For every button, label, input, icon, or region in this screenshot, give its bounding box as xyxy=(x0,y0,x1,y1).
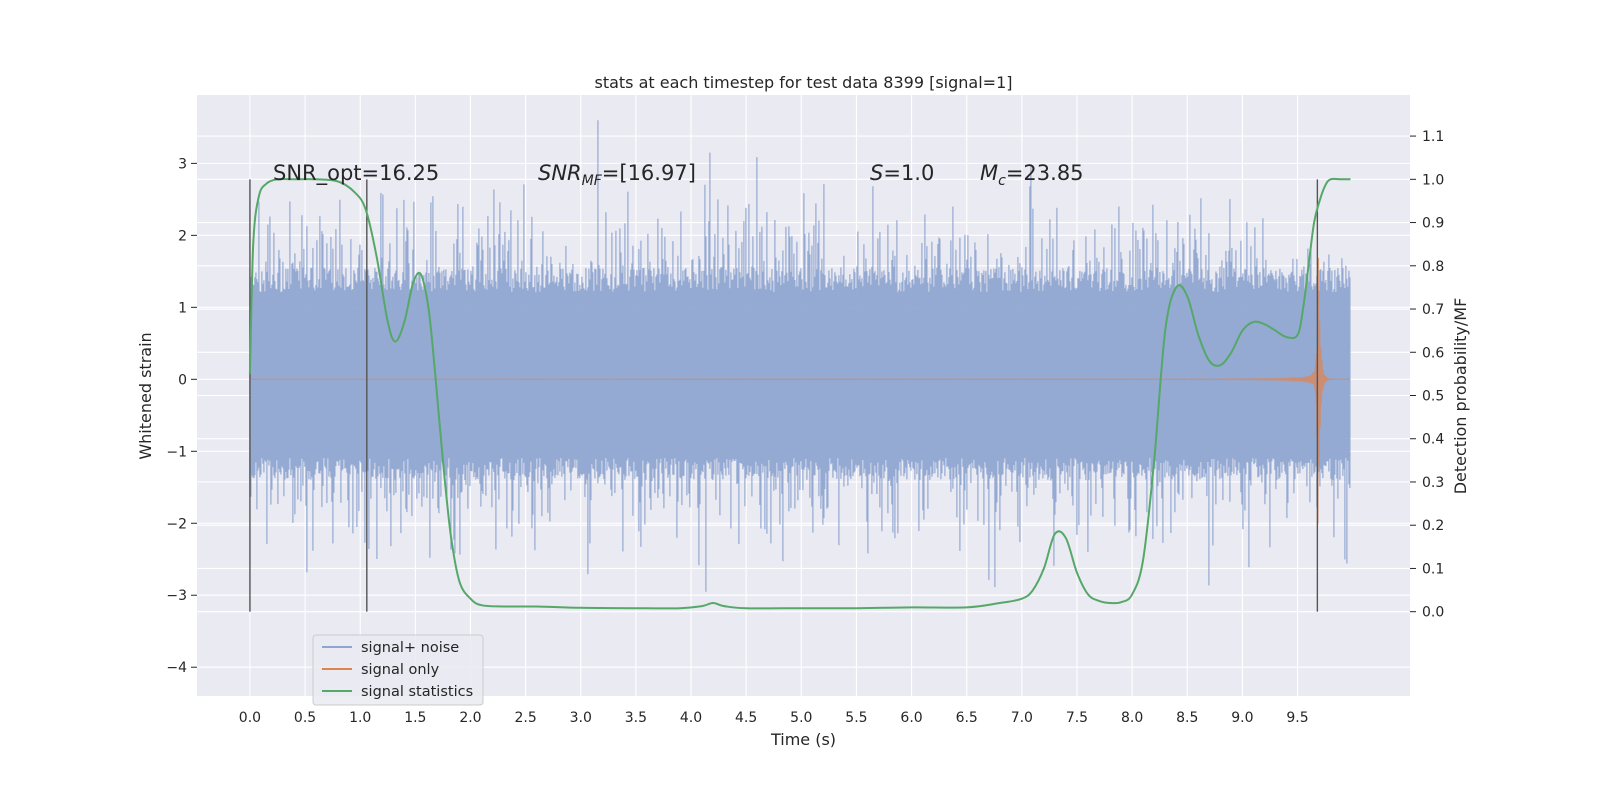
x-axis-ticks: 0.0 0.5 1.0 1.5 2.0 2.5 3.0 3.5 4.0 4.5 5.0 5.5 6.0 6… xyxy=(239,710,1309,726)
x-tick-label: 5.0 xyxy=(790,710,812,726)
x-tick-label: 1.0 xyxy=(349,710,371,726)
s-annotation: S=1.0 xyxy=(870,161,934,185)
x-tick-label: 4.0 xyxy=(680,710,702,726)
right-y-tick-label: 0.5 xyxy=(1422,389,1444,405)
s-value: =1.0 xyxy=(883,161,934,185)
x-tick-label: 1.5 xyxy=(404,710,426,726)
snr-mf-symbol: SNR xyxy=(538,161,582,185)
x-tick-label: 5.5 xyxy=(845,710,867,726)
left-axis-label: Whitened strain xyxy=(136,332,155,459)
right-y-tick-label: 0.7 xyxy=(1422,302,1444,318)
signal-only-series xyxy=(249,257,1351,524)
snr-mf-subscript: MF xyxy=(582,173,603,189)
right-y-tick-label: 1.1 xyxy=(1422,129,1444,145)
legend-label-signal-statistics: signal statistics xyxy=(361,684,473,700)
left-y-tick-label: −1 xyxy=(166,444,187,460)
x-tick-label: 9.0 xyxy=(1231,710,1253,726)
right-y-tick-label: 0.8 xyxy=(1422,259,1444,275)
x-tick-label: 3.5 xyxy=(625,710,647,726)
left-axis-ticks: −4 −3 −2 −1 0 1 2 3 xyxy=(166,156,197,676)
mc-value: =23.85 xyxy=(1006,161,1084,185)
x-tick-label: 2.0 xyxy=(459,710,481,726)
x-tick-label: 4.5 xyxy=(735,710,757,726)
right-y-tick-label: 0.0 xyxy=(1422,605,1444,621)
right-y-tick-label: 0.2 xyxy=(1422,518,1444,534)
mc-annotation: Mc=23.85 xyxy=(980,161,1084,189)
right-y-tick-label: 1.0 xyxy=(1422,172,1444,188)
right-y-tick-label: 0.4 xyxy=(1422,432,1444,448)
legend: signal+ noise signal only signal statist… xyxy=(312,634,484,706)
x-tick-label: 6.5 xyxy=(956,710,978,726)
legend-label-signal-noise: signal+ noise xyxy=(361,640,459,656)
chart-title: stats at each timestep for test data 839… xyxy=(594,73,1012,92)
snr-opt-annotation: SNR_opt=16.25 xyxy=(273,161,439,186)
x-tick-label: 7.0 xyxy=(1011,710,1033,726)
x-tick-label: 0.0 xyxy=(239,710,261,726)
mc-subscript: c xyxy=(998,173,1006,189)
left-y-tick-label: −3 xyxy=(166,588,187,604)
right-axis-label: Detection probability/MF xyxy=(1451,298,1470,495)
mc-symbol: M xyxy=(980,161,998,185)
left-y-tick-label: −4 xyxy=(166,660,187,676)
right-y-tick-label: 0.9 xyxy=(1422,216,1444,232)
data-layer xyxy=(248,120,1351,612)
x-tick-label: 6.0 xyxy=(900,710,922,726)
x-tick-label: 8.5 xyxy=(1176,710,1198,726)
x-tick-label: 0.5 xyxy=(294,710,316,726)
right-y-tick-label: 0.1 xyxy=(1422,561,1444,577)
s-symbol: S xyxy=(870,161,883,185)
left-y-tick-label: 2 xyxy=(178,228,187,244)
left-y-tick-label: −2 xyxy=(166,516,187,532)
left-y-tick-label: 3 xyxy=(178,156,187,172)
right-axis-ticks: 0.0 0.1 0.2 0.3 0.4 0.5 0.6 0.7 0.8 0.9 1.0 1.1 xyxy=(1410,129,1444,621)
x-tick-label: 2.5 xyxy=(514,710,536,726)
x-tick-label: 9.5 xyxy=(1286,710,1308,726)
x-tick-label: 7.5 xyxy=(1066,710,1088,726)
x-tick-label: 8.0 xyxy=(1121,710,1143,726)
snr-mf-annotation: SNRMF=[16.97] xyxy=(538,161,696,189)
x-axis-label: Time (s) xyxy=(770,730,836,749)
right-y-tick-label: 0.6 xyxy=(1422,345,1444,361)
signal-statistics-series xyxy=(248,177,1351,610)
x-tick-label: 3.0 xyxy=(570,710,592,726)
legend-box xyxy=(312,634,484,706)
left-y-tick-label: 0 xyxy=(178,372,187,388)
left-y-tick-label: 1 xyxy=(178,300,187,316)
right-y-tick-label: 0.3 xyxy=(1422,475,1444,491)
snr-mf-value: =[16.97] xyxy=(602,161,696,185)
legend-label-signal-only: signal only xyxy=(361,662,440,678)
